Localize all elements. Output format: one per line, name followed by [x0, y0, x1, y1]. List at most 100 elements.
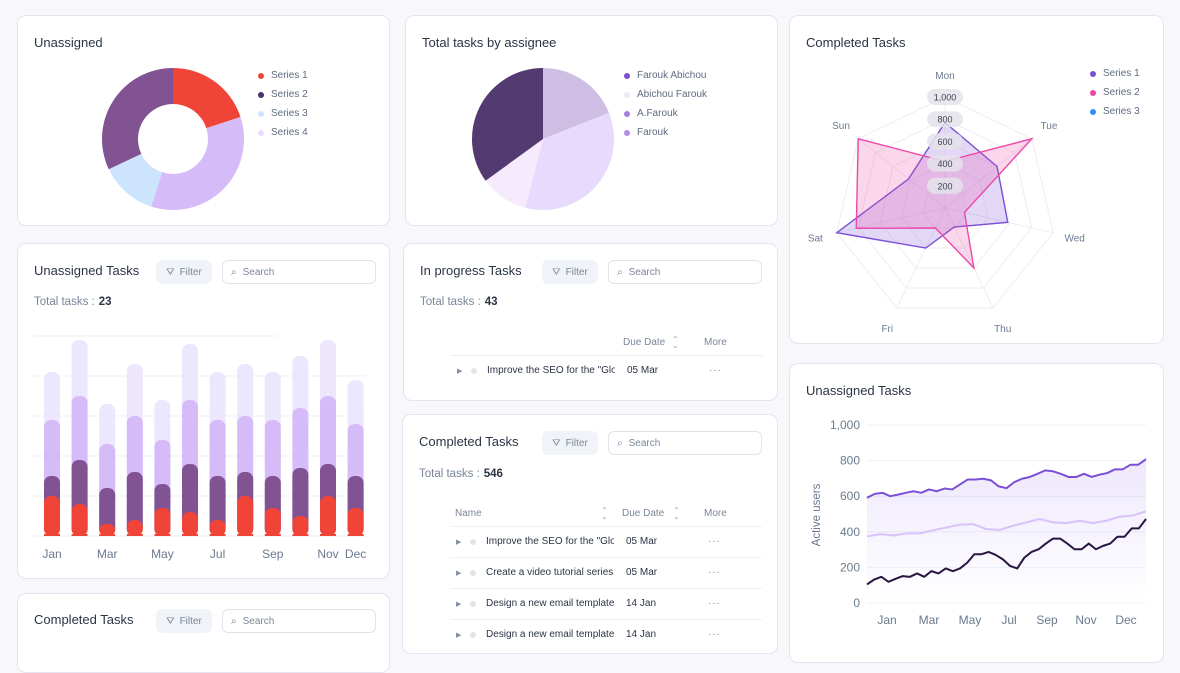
- search-input[interactable]: ⌕ Search: [608, 260, 762, 284]
- status-dot: [470, 601, 476, 607]
- in-progress-tasks-card: In progress Tasks ⛛ Filter ⌕ Search Total …: [403, 243, 778, 401]
- expand-icon[interactable]: ▶: [456, 601, 462, 608]
- filter-button[interactable]: ⛛ Filter: [542, 431, 598, 455]
- task-name: Improve the SEO for the "Glo: [487, 365, 615, 376]
- completed-tasks-card: Completed Tasks ⛛ Filter ⌕ Search Total ta…: [402, 414, 778, 654]
- search-placeholder: Search: [242, 615, 275, 627]
- total-value: 546: [483, 468, 503, 480]
- column-header-more: More: [704, 337, 727, 348]
- status-dot: [470, 632, 476, 638]
- search-input[interactable]: ⌕ Search: [222, 609, 376, 633]
- total-value: 23: [98, 296, 112, 308]
- table-row[interactable]: ▶ Improve the SEO for the "Glo 05 Mar ···: [450, 526, 762, 557]
- legend-item[interactable]: Abichou Farouk: [624, 85, 707, 104]
- due-date: 05 Mar: [627, 365, 659, 376]
- search-icon: ⌕: [617, 266, 623, 278]
- status-dot: [470, 539, 476, 545]
- sort-icon[interactable]: ⌃ ⌄: [672, 335, 679, 350]
- legend-item[interactable]: Series 1: [1090, 64, 1140, 83]
- legend-item[interactable]: Series 2: [1090, 83, 1140, 102]
- legend-label: Abichou Farouk: [637, 89, 708, 100]
- card-title: Completed Tasks: [34, 612, 134, 627]
- search-icon: ⌕: [231, 266, 237, 278]
- filter-icon: ⛛: [166, 266, 175, 278]
- search-input[interactable]: ⌕ Search: [222, 260, 376, 284]
- filter-icon: ⛛: [552, 266, 561, 278]
- filter-label: Filter: [565, 266, 588, 278]
- total-tasks: Total tasks :43: [420, 296, 498, 308]
- table-row[interactable]: ▶ Design a new email template 14 Jan ···: [450, 619, 762, 650]
- filter-button[interactable]: ⛛ Filter: [156, 609, 212, 633]
- search-icon: ⌕: [617, 437, 623, 449]
- legend-item[interactable]: Series 3: [258, 104, 308, 123]
- due-date: 14 Jan: [626, 598, 657, 609]
- total-label: Total tasks :: [419, 468, 480, 480]
- donut-card: Unassigned Series 1 Series 2 Series 3 Se…: [17, 15, 390, 226]
- legend-item[interactable]: A.Farouk: [624, 104, 707, 123]
- more-button[interactable]: ···: [709, 365, 722, 376]
- radar-card: Completed Tasks Series 1 Series 2 Series…: [789, 15, 1164, 344]
- completed-tasks-card-2: Completed Tasks ⛛ Filter ⌕ Search: [17, 593, 390, 673]
- legend-label: Series 3: [1103, 106, 1140, 117]
- pie-legend: Farouk Abichou Abichou Farouk A.Farouk F…: [624, 66, 707, 142]
- task-name: Design a new email template: [486, 629, 614, 640]
- sort-icon[interactable]: ⌃ ⌄: [601, 506, 608, 521]
- expand-icon[interactable]: ▶: [457, 368, 463, 375]
- legend-item[interactable]: Series 3: [1090, 102, 1140, 121]
- more-button[interactable]: ···: [708, 629, 721, 640]
- card-title: Unassigned Tasks: [806, 383, 912, 398]
- donut-legend: Series 1 Series 2 Series 3 Series 4: [258, 66, 308, 142]
- task-name: Improve the SEO for the "Glo: [486, 536, 614, 547]
- card-title: Unassigned Tasks: [34, 263, 140, 278]
- legend-item[interactable]: Series 1: [258, 66, 308, 85]
- pie-card: Total tasks by assignee Farouk Abichou A…: [405, 15, 778, 226]
- sort-icon[interactable]: ⌃ ⌄: [673, 506, 680, 521]
- task-name: Create a video tutorial series: [486, 567, 614, 578]
- column-header-name[interactable]: Name: [455, 508, 482, 519]
- legend-item[interactable]: Farouk: [624, 123, 707, 142]
- legend-item[interactable]: Series 2: [258, 85, 308, 104]
- more-button[interactable]: ···: [708, 567, 721, 578]
- card-title: Unassigned: [34, 35, 103, 50]
- search-input[interactable]: ⌕ Search: [608, 431, 762, 455]
- filter-label: Filter: [565, 437, 588, 449]
- legend-label: Series 1: [1103, 68, 1140, 79]
- due-date: 14 Jan: [626, 629, 657, 640]
- legend-item[interactable]: Farouk Abichou: [624, 66, 707, 85]
- expand-icon[interactable]: ▶: [456, 539, 462, 546]
- table-row[interactable]: ▶ Design a new email template 14 Jan ···: [450, 588, 762, 619]
- more-button[interactable]: ···: [708, 536, 721, 547]
- filter-icon: ⛛: [166, 615, 175, 627]
- legend-label: Series 4: [271, 127, 308, 138]
- line-chart-card: Unassigned Tasks: [789, 363, 1164, 663]
- column-header-more: More: [704, 508, 727, 519]
- card-title: Completed Tasks: [419, 434, 519, 449]
- status-dot: [471, 368, 477, 374]
- legend-label: Farouk: [637, 127, 669, 138]
- search-placeholder: Search: [242, 266, 275, 278]
- legend-item[interactable]: Series 4: [258, 123, 308, 142]
- total-label: Total tasks :: [34, 296, 95, 308]
- card-title: Completed Tasks: [806, 35, 906, 50]
- expand-icon[interactable]: ▶: [456, 632, 462, 639]
- total-value: 43: [484, 296, 498, 308]
- due-date: 05 Mar: [626, 567, 658, 578]
- total-tasks: Total tasks :546: [419, 468, 503, 480]
- search-placeholder: Search: [628, 266, 661, 278]
- table-row[interactable]: ▶ Create a video tutorial series 05 Mar ···: [450, 557, 762, 588]
- filter-icon: ⛛: [552, 437, 561, 449]
- more-button[interactable]: ···: [708, 598, 721, 609]
- column-header-due-date[interactable]: Due Date: [623, 337, 666, 348]
- status-dot: [470, 570, 476, 576]
- filter-button[interactable]: ⛛ Filter: [542, 260, 598, 284]
- total-tasks: Total tasks :23: [34, 296, 112, 308]
- unassigned-tasks-card: Unassigned Tasks ⛛ Filter ⌕ Search Total t…: [17, 243, 390, 579]
- filter-label: Filter: [179, 266, 202, 278]
- column-header-due-date[interactable]: Due Date: [622, 508, 665, 519]
- expand-icon[interactable]: ▶: [456, 570, 462, 577]
- task-name: Design a new email template: [486, 598, 614, 609]
- total-label: Total tasks :: [420, 296, 481, 308]
- table-row[interactable]: ▶ Improve the SEO for the "Glo 05 Mar ··…: [451, 355, 763, 386]
- radar-legend: Series 1 Series 2 Series 3: [1090, 64, 1140, 121]
- filter-button[interactable]: ⛛ Filter: [156, 260, 212, 284]
